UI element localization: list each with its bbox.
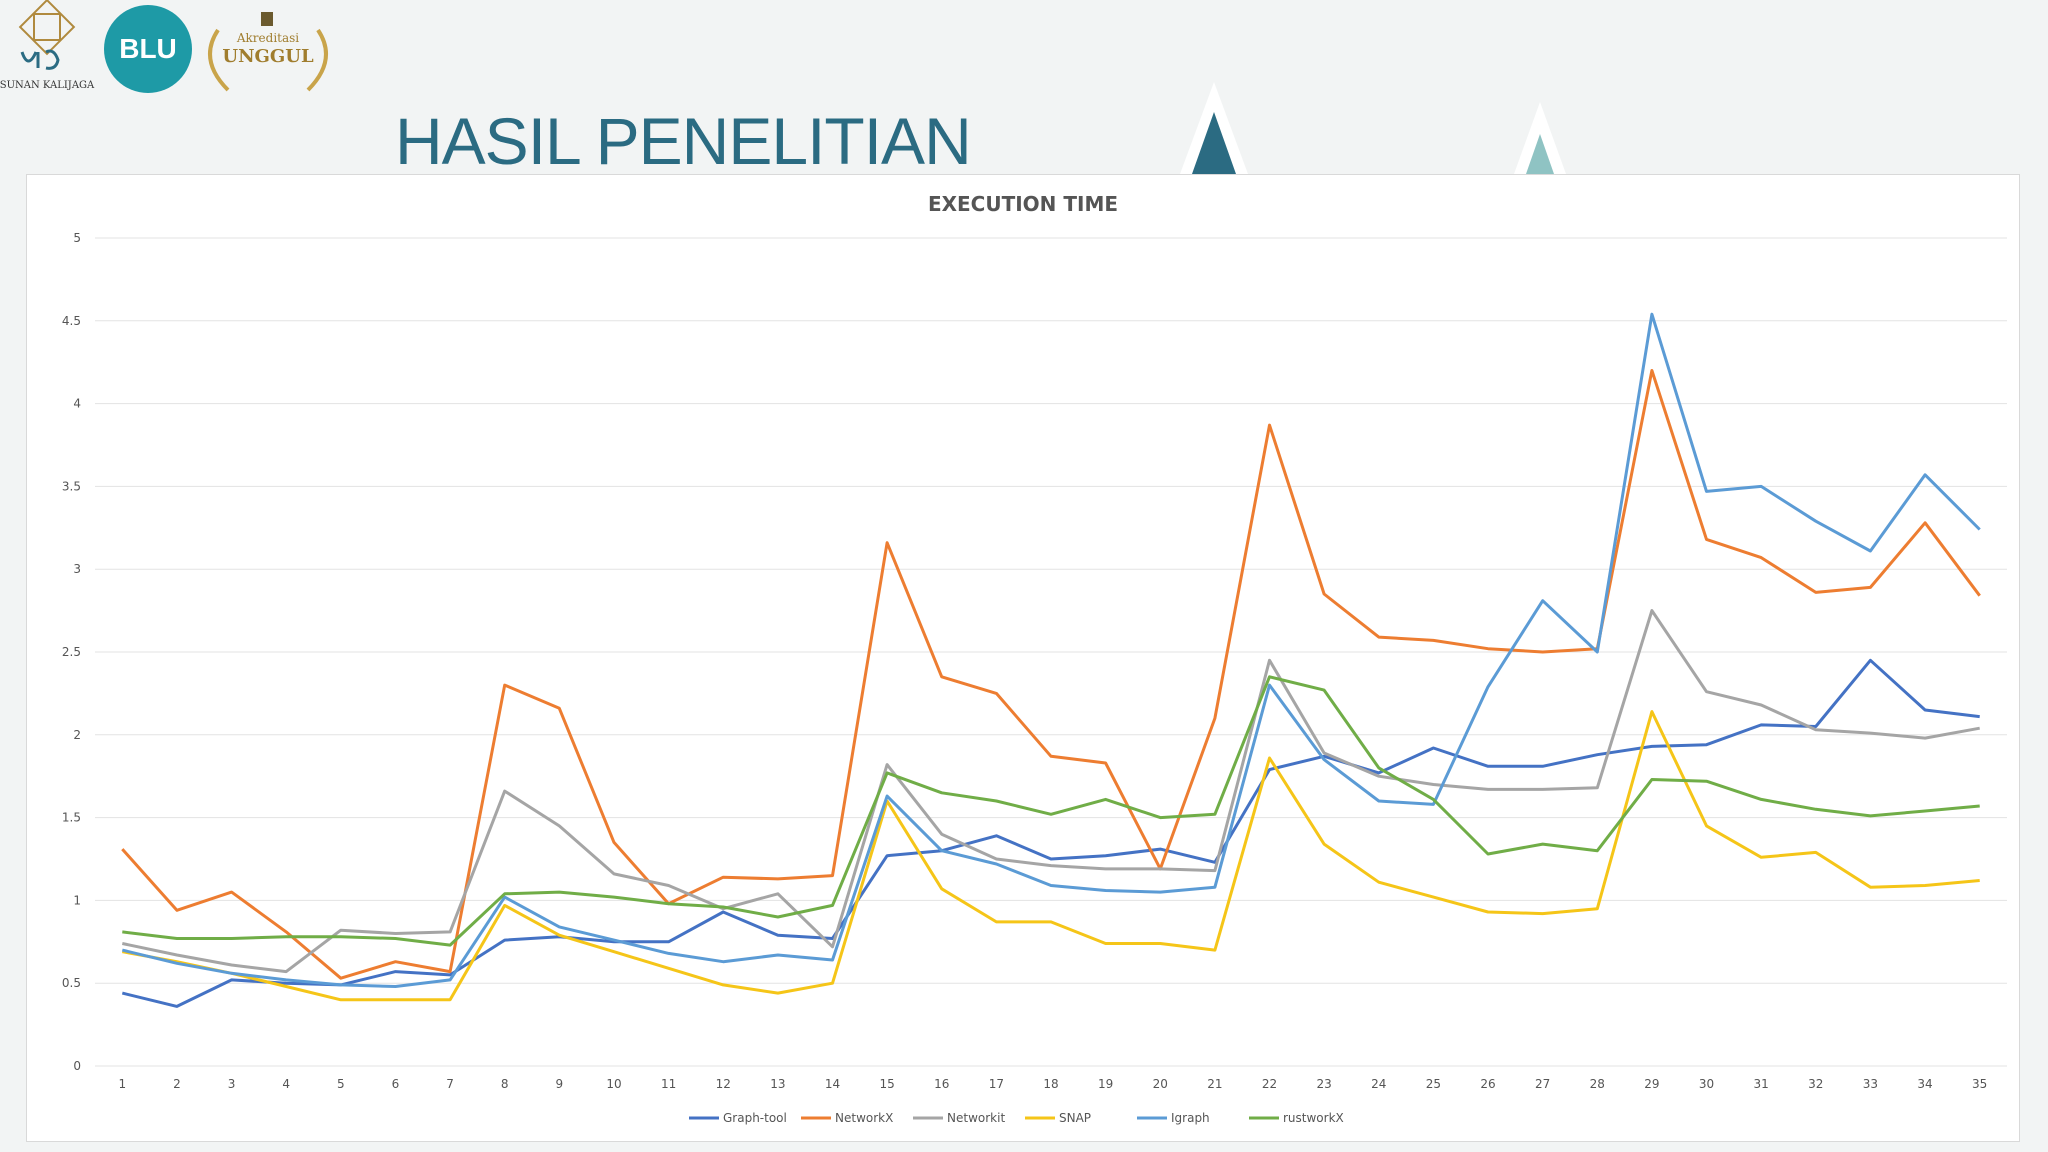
x-tick-label: 33	[1863, 1077, 1878, 1091]
akreditasi-logo: Akreditasi UNGGUL	[208, 12, 328, 92]
x-tick-label: 30	[1699, 1077, 1714, 1091]
series-line-rustworkx	[122, 675, 1980, 947]
y-tick-label: 0	[73, 1059, 81, 1073]
legend: Graph-tool NetworkX Networkit SNAP Igraph rus…	[689, 1111, 1344, 1125]
x-tick-label: 29	[1644, 1077, 1659, 1091]
x-axis-ticks: 1 2 3 4 5 6 7 8 9 10 11 12 13 14 15 16 17 18 19 20 21 22 23 24 2…	[118, 1077, 1987, 1091]
x-tick-label: 12	[716, 1077, 731, 1091]
x-tick-label: 22	[1262, 1077, 1277, 1091]
y-tick-label: 2.5	[62, 645, 81, 659]
x-tick-label: 32	[1808, 1077, 1823, 1091]
y-tick-label: 4	[73, 397, 81, 411]
x-tick-label: 5	[337, 1077, 345, 1091]
x-tick-label: 24	[1371, 1077, 1386, 1091]
legend-label: Networkit	[947, 1111, 1005, 1125]
triangle-light-icon	[1514, 102, 1566, 174]
series-line-networkit	[121, 609, 1980, 974]
series-lines	[121, 312, 1981, 1008]
uin-logo-text: SUNAN KALIJAGA	[0, 80, 95, 91]
x-tick-label: 23	[1317, 1077, 1332, 1091]
page-title: HASIL PENELITIAN	[395, 104, 972, 178]
x-tick-label: 21	[1207, 1077, 1222, 1091]
x-tick-label: 14	[825, 1077, 840, 1091]
x-tick-label: 25	[1426, 1077, 1441, 1091]
x-tick-label: 35	[1972, 1077, 1987, 1091]
triangle-dark-icon	[1180, 82, 1248, 174]
chart-title: EXECUTION TIME	[928, 192, 1118, 216]
x-tick-label: 20	[1153, 1077, 1168, 1091]
y-tick-label: 1	[73, 893, 81, 907]
series-line-igraph	[121, 312, 1981, 988]
x-tick-label: 31	[1754, 1077, 1769, 1091]
akreditasi-logo-main: UNGGUL	[222, 46, 314, 67]
blu-logo-text: BLU	[119, 33, 177, 64]
x-tick-label: 7	[446, 1077, 454, 1091]
x-tick-label: 19	[1098, 1077, 1113, 1091]
legend-label: Igraph	[1171, 1111, 1210, 1125]
x-tick-label: 1	[118, 1077, 126, 1091]
decorative-triangles	[1180, 82, 1566, 174]
legend-label: NetworkX	[835, 1111, 893, 1125]
x-tick-label: 11	[661, 1077, 676, 1091]
y-tick-label: 3	[73, 562, 81, 576]
x-tick-label: 16	[934, 1077, 949, 1091]
x-tick-label: 17	[989, 1077, 1004, 1091]
y-tick-label: 0.5	[62, 976, 81, 990]
y-axis-ticks: 0 0.5 1 1.5 2 2.5 3 3.5 4 4.5 5	[62, 231, 81, 1073]
y-tick-label: 1.5	[62, 811, 81, 825]
x-tick-label: 3	[228, 1077, 236, 1091]
x-tick-label: 10	[606, 1077, 621, 1091]
x-tick-label: 15	[879, 1077, 894, 1091]
legend-label: Graph-tool	[723, 1111, 787, 1125]
series-line-networkx	[121, 369, 1981, 980]
x-tick-label: 26	[1480, 1077, 1495, 1091]
legend-label: SNAP	[1059, 1111, 1091, 1125]
uin-logo: SUNAN KALIJAGA	[0, 0, 95, 91]
x-tick-label: 18	[1043, 1077, 1058, 1091]
x-tick-label: 6	[392, 1077, 400, 1091]
header-logos: SUNAN KALIJAGA BLU Akreditasi UNGGUL	[0, 0, 328, 93]
x-tick-label: 28	[1590, 1077, 1605, 1091]
x-tick-label: 13	[770, 1077, 785, 1091]
y-tick-label: 3.5	[62, 479, 81, 493]
series-line-graph-tool	[121, 658, 1980, 1008]
gridlines	[95, 237, 2007, 1067]
y-tick-label: 5	[73, 231, 81, 245]
akreditasi-logo-top: Akreditasi	[236, 31, 299, 45]
blu-logo: BLU	[104, 5, 192, 93]
legend-label: rustworkX	[1283, 1111, 1344, 1125]
x-tick-label: 2	[173, 1077, 181, 1091]
x-tick-label: 9	[556, 1077, 564, 1091]
y-tick-label: 4.5	[62, 314, 81, 328]
x-tick-label: 8	[501, 1077, 509, 1091]
x-tick-label: 34	[1917, 1077, 1932, 1091]
x-tick-label: 27	[1535, 1077, 1550, 1091]
series-line-snap	[122, 710, 1980, 1002]
y-tick-label: 2	[73, 728, 81, 742]
x-tick-label: 4	[282, 1077, 290, 1091]
